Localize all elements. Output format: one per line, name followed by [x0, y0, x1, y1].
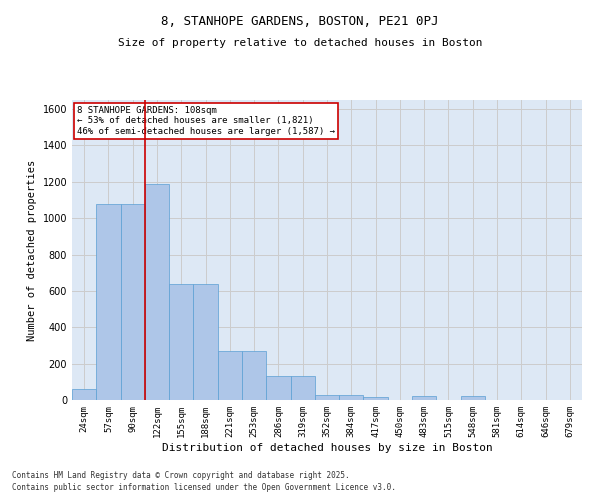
- Bar: [193, 284, 218, 400]
- Text: 8 STANHOPE GARDENS: 108sqm
← 53% of detached houses are smaller (1,821)
46% of s: 8 STANHOPE GARDENS: 108sqm ← 53% of deta…: [77, 106, 335, 136]
- Text: 8, STANHOPE GARDENS, BOSTON, PE21 0PJ: 8, STANHOPE GARDENS, BOSTON, PE21 0PJ: [161, 15, 439, 28]
- Text: Contains HM Land Registry data © Crown copyright and database right 2025.: Contains HM Land Registry data © Crown c…: [12, 471, 350, 480]
- Bar: [121, 204, 145, 400]
- Bar: [266, 376, 290, 400]
- Bar: [412, 396, 436, 400]
- Bar: [242, 351, 266, 400]
- Bar: [364, 398, 388, 400]
- Bar: [315, 394, 339, 400]
- Bar: [145, 184, 169, 400]
- Text: Contains public sector information licensed under the Open Government Licence v3: Contains public sector information licen…: [12, 484, 396, 492]
- Text: Size of property relative to detached houses in Boston: Size of property relative to detached ho…: [118, 38, 482, 48]
- Bar: [218, 351, 242, 400]
- Bar: [290, 376, 315, 400]
- X-axis label: Distribution of detached houses by size in Boston: Distribution of detached houses by size …: [161, 442, 493, 452]
- Bar: [339, 394, 364, 400]
- Bar: [461, 396, 485, 400]
- Bar: [169, 284, 193, 400]
- Bar: [72, 389, 96, 400]
- Y-axis label: Number of detached properties: Number of detached properties: [27, 160, 37, 340]
- Bar: [96, 204, 121, 400]
